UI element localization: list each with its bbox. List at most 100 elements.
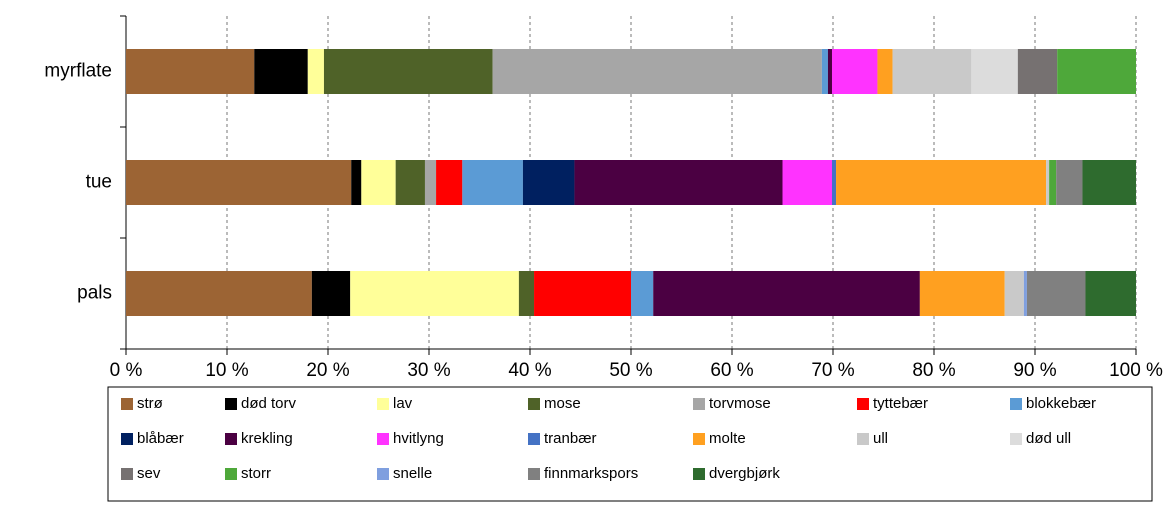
bar-segment xyxy=(350,271,519,316)
legend-label: sev xyxy=(137,465,161,482)
legend-label: blåbær xyxy=(137,430,184,447)
bar-segment xyxy=(126,160,352,205)
bar-segment xyxy=(782,160,832,205)
bar-segment xyxy=(1049,160,1057,205)
bar-segment xyxy=(424,160,437,205)
legend-label: død ull xyxy=(1026,430,1071,447)
bar-segment xyxy=(395,160,425,205)
bar-segment xyxy=(126,49,255,94)
bar-segment xyxy=(361,160,396,205)
legend-swatch xyxy=(1010,433,1022,445)
legend-swatch xyxy=(225,398,237,410)
bar-segment xyxy=(892,49,972,94)
legend-swatch xyxy=(857,433,869,445)
legend-item: tyttebær xyxy=(857,395,928,412)
x-tick-label: 0 % xyxy=(110,360,143,381)
bar-segment xyxy=(1026,271,1086,316)
legend-label: strø xyxy=(137,395,163,412)
x-tick-label: 100 % xyxy=(1109,360,1163,381)
bar-segment xyxy=(574,160,783,205)
y-tick-label: tue xyxy=(86,172,112,193)
legend-item: tranbær xyxy=(528,430,597,447)
legend-item: torvmose xyxy=(693,395,771,412)
legend-item: sev xyxy=(121,465,161,482)
legend-label: død torv xyxy=(241,395,297,412)
bar-segment xyxy=(831,49,878,94)
legend-item: lav xyxy=(377,395,413,412)
bar-segment xyxy=(653,271,920,316)
bar-segment xyxy=(1017,49,1058,94)
legend-item: finnmarkspors xyxy=(528,465,638,482)
legend-label: blokkebær xyxy=(1026,395,1096,412)
legend-label: snelle xyxy=(393,465,432,482)
bar-segment xyxy=(1004,271,1024,316)
bar-segment xyxy=(522,160,575,205)
bar-segment xyxy=(831,160,837,205)
bar-segment xyxy=(311,271,351,316)
bar-segment xyxy=(518,271,535,316)
bar-segment xyxy=(1082,160,1136,205)
legend-item: blokkebær xyxy=(1010,395,1096,412)
legend-swatch xyxy=(377,468,389,480)
legend-swatch xyxy=(121,468,133,480)
bar-segment xyxy=(492,49,822,94)
legend-box xyxy=(107,386,1153,502)
legend-label: hvitlyng xyxy=(393,430,444,447)
legend-item: dvergbjørk xyxy=(693,465,780,482)
bar-segment xyxy=(351,160,362,205)
bar-segment xyxy=(919,271,1005,316)
legend-item: død ull xyxy=(1010,430,1071,447)
bar-segment xyxy=(534,271,631,316)
legend-swatch xyxy=(693,433,705,445)
x-tick-label: 40 % xyxy=(508,360,551,381)
legend-label: storr xyxy=(241,465,271,482)
legend-item: død torv xyxy=(225,395,297,412)
x-tick-label: 90 % xyxy=(1013,360,1056,381)
legend-item: mose xyxy=(528,395,581,412)
bar-segment xyxy=(836,160,1047,205)
legend-label: ull xyxy=(873,430,888,447)
legend-item: hvitlyng xyxy=(377,430,444,447)
x-tick-label: 20 % xyxy=(306,360,349,381)
x-tick-label: 30 % xyxy=(407,360,450,381)
x-tick-label: 50 % xyxy=(609,360,652,381)
x-tick-label: 60 % xyxy=(710,360,753,381)
legend-label: torvmose xyxy=(709,395,771,412)
bar-segment xyxy=(821,49,828,94)
legend-label: tyttebær xyxy=(873,395,928,412)
legend-swatch xyxy=(377,398,389,410)
legend-label: tranbær xyxy=(544,430,597,447)
bar-segment xyxy=(436,160,463,205)
bar-segment xyxy=(1056,160,1083,205)
bar-segment xyxy=(254,49,308,94)
bar-segment xyxy=(307,49,324,94)
legend-swatch xyxy=(528,468,540,480)
bar-segment xyxy=(827,49,832,94)
legend-swatch xyxy=(857,398,869,410)
legend-swatch xyxy=(528,398,540,410)
legend-item: snelle xyxy=(377,465,432,482)
y-tick-label: myrflate xyxy=(44,61,112,82)
legend-label: mose xyxy=(544,395,581,412)
legend-item: krekling xyxy=(225,430,293,447)
x-tick-label: 70 % xyxy=(811,360,854,381)
x-tick-label: 80 % xyxy=(912,360,955,381)
legend-swatch xyxy=(377,433,389,445)
legend-label: molte xyxy=(709,430,746,447)
y-tick-label: pals xyxy=(77,283,112,304)
legend-label: finnmarkspors xyxy=(544,465,638,482)
bar-segment xyxy=(126,271,312,316)
bar-segment xyxy=(971,49,1018,94)
legend-label: dvergbjørk xyxy=(709,465,780,482)
legend-label: krekling xyxy=(241,430,293,447)
legend-swatch xyxy=(225,433,237,445)
legend-item: storr xyxy=(225,465,271,482)
legend-swatch xyxy=(528,433,540,445)
bar-segment xyxy=(1085,271,1136,316)
legend-swatch xyxy=(121,433,133,445)
bar-segment xyxy=(462,160,523,205)
bar-segment xyxy=(1023,271,1027,316)
legend-swatch xyxy=(121,398,133,410)
legend-item: blåbær xyxy=(121,430,184,447)
